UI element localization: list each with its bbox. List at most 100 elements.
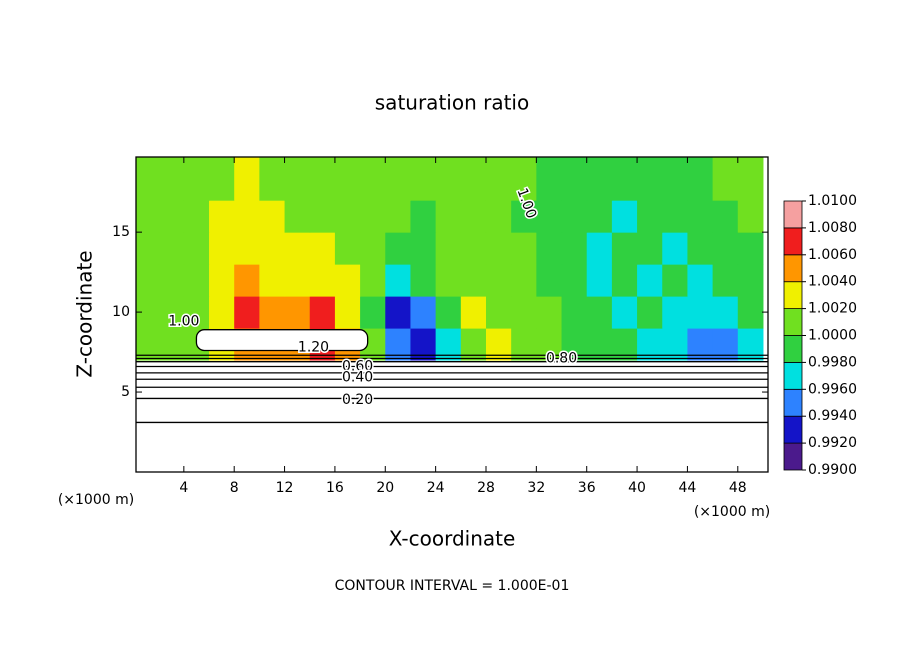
heat-cell	[586, 200, 613, 233]
heat-cell	[712, 157, 739, 201]
colorbar-band	[783, 200, 803, 229]
heat-cell	[259, 232, 286, 265]
heat-cell	[334, 296, 361, 329]
heat-cell	[637, 200, 663, 233]
x-tick-label: 20	[376, 480, 394, 496]
heat-cell	[360, 157, 386, 201]
heat-cell	[435, 232, 462, 265]
heat-cell	[611, 157, 638, 201]
x-tick-label: 24	[427, 480, 445, 496]
heat-cell	[158, 232, 185, 265]
plot-frame	[135, 156, 769, 473]
colorbar-band	[783, 254, 803, 283]
heat-cell	[611, 200, 638, 233]
heat-cell	[662, 232, 688, 265]
heat-cell	[460, 296, 487, 329]
heat-cell	[586, 264, 613, 297]
heat-cell	[611, 296, 638, 329]
colorbar-tick-label: 1.0020	[808, 301, 857, 317]
heat-cell	[284, 264, 311, 297]
heat-cell	[136, 200, 160, 233]
colorbar-tick-label: 0.9900	[808, 462, 857, 478]
heat-cell	[158, 200, 185, 233]
heat-cell	[586, 157, 613, 201]
heat-cell	[234, 200, 260, 233]
heat-cell	[662, 157, 688, 201]
heat-cell	[460, 232, 487, 265]
heat-cell	[485, 157, 512, 201]
heat-cell	[611, 264, 638, 297]
contour-patch	[195, 329, 369, 352]
contour-label: 1.00	[168, 314, 199, 330]
colorbar-tick-label: 0.9920	[808, 435, 857, 451]
heat-cell	[158, 264, 185, 297]
heat-cell	[435, 264, 462, 297]
colorbar-tick-label: 1.0080	[808, 220, 857, 236]
heat-cell	[536, 232, 563, 265]
heat-cell	[360, 264, 386, 297]
heat-cell	[511, 264, 537, 297]
heat-cell	[410, 296, 437, 329]
x-tick-label: 4	[179, 480, 188, 496]
colorbar-tick-label: 0.9940	[808, 408, 857, 424]
x-tick-label: 32	[527, 480, 545, 496]
heat-cell	[183, 264, 210, 297]
heat-cell	[687, 232, 714, 265]
heat-cell	[485, 296, 512, 329]
colorbar-tick-label: 1.0040	[808, 274, 857, 290]
heat-cell	[712, 264, 739, 297]
contour-label: 0.60	[342, 358, 373, 374]
x-tick-label: 28	[477, 480, 495, 496]
heat-cell	[385, 157, 411, 201]
x-tick-label: 16	[326, 480, 344, 496]
x-tick-label: 48	[729, 480, 747, 496]
colorbar-band	[783, 227, 803, 256]
heat-cell	[158, 296, 185, 329]
heat-cell	[410, 200, 437, 233]
heat-cell	[435, 296, 462, 329]
heat-cell	[385, 232, 411, 265]
x-axis-unit: (×1000 m)	[694, 504, 770, 520]
contour-label: 0.80	[546, 350, 577, 366]
heat-cell	[511, 200, 537, 233]
footnote: CONTOUR INTERVAL = 1.000E-01	[335, 578, 570, 594]
heat-cell	[712, 232, 739, 265]
heat-cell	[209, 200, 235, 233]
x-tick-label: 44	[679, 480, 697, 496]
heat-cell	[687, 296, 714, 329]
heat-cell	[284, 157, 311, 201]
heat-cell	[259, 157, 286, 201]
heat-cell	[234, 232, 260, 265]
x-tick-label: 40	[628, 480, 646, 496]
contour-label: 1.20	[298, 339, 329, 355]
heat-cell	[309, 264, 336, 297]
heat-cell	[586, 232, 613, 265]
heat-cell	[309, 296, 336, 329]
heat-cell	[460, 157, 487, 201]
heat-cell	[136, 264, 160, 297]
heat-cell	[687, 200, 714, 233]
colorbar-band	[783, 388, 803, 417]
heat-cell	[561, 296, 588, 329]
colorbar-band	[783, 281, 803, 310]
colorbar-tick-label: 1.0060	[808, 247, 857, 263]
heat-cell	[687, 264, 714, 297]
heat-cell	[737, 200, 764, 233]
heat-cell	[360, 232, 386, 265]
heat-cell	[259, 296, 286, 329]
heat-cell	[435, 200, 462, 233]
heat-cell	[536, 296, 563, 329]
colorbar-tick-label: 1.0000	[808, 328, 857, 344]
heat-cell	[561, 200, 588, 233]
heat-cell	[637, 296, 663, 329]
heat-cell	[410, 232, 437, 265]
heat-cell	[737, 264, 764, 297]
heat-cell	[334, 232, 361, 265]
heat-cell	[385, 264, 411, 297]
heat-cell	[284, 200, 311, 233]
heat-cell	[410, 264, 437, 297]
heat-cell	[385, 200, 411, 233]
heat-cell	[136, 232, 160, 265]
